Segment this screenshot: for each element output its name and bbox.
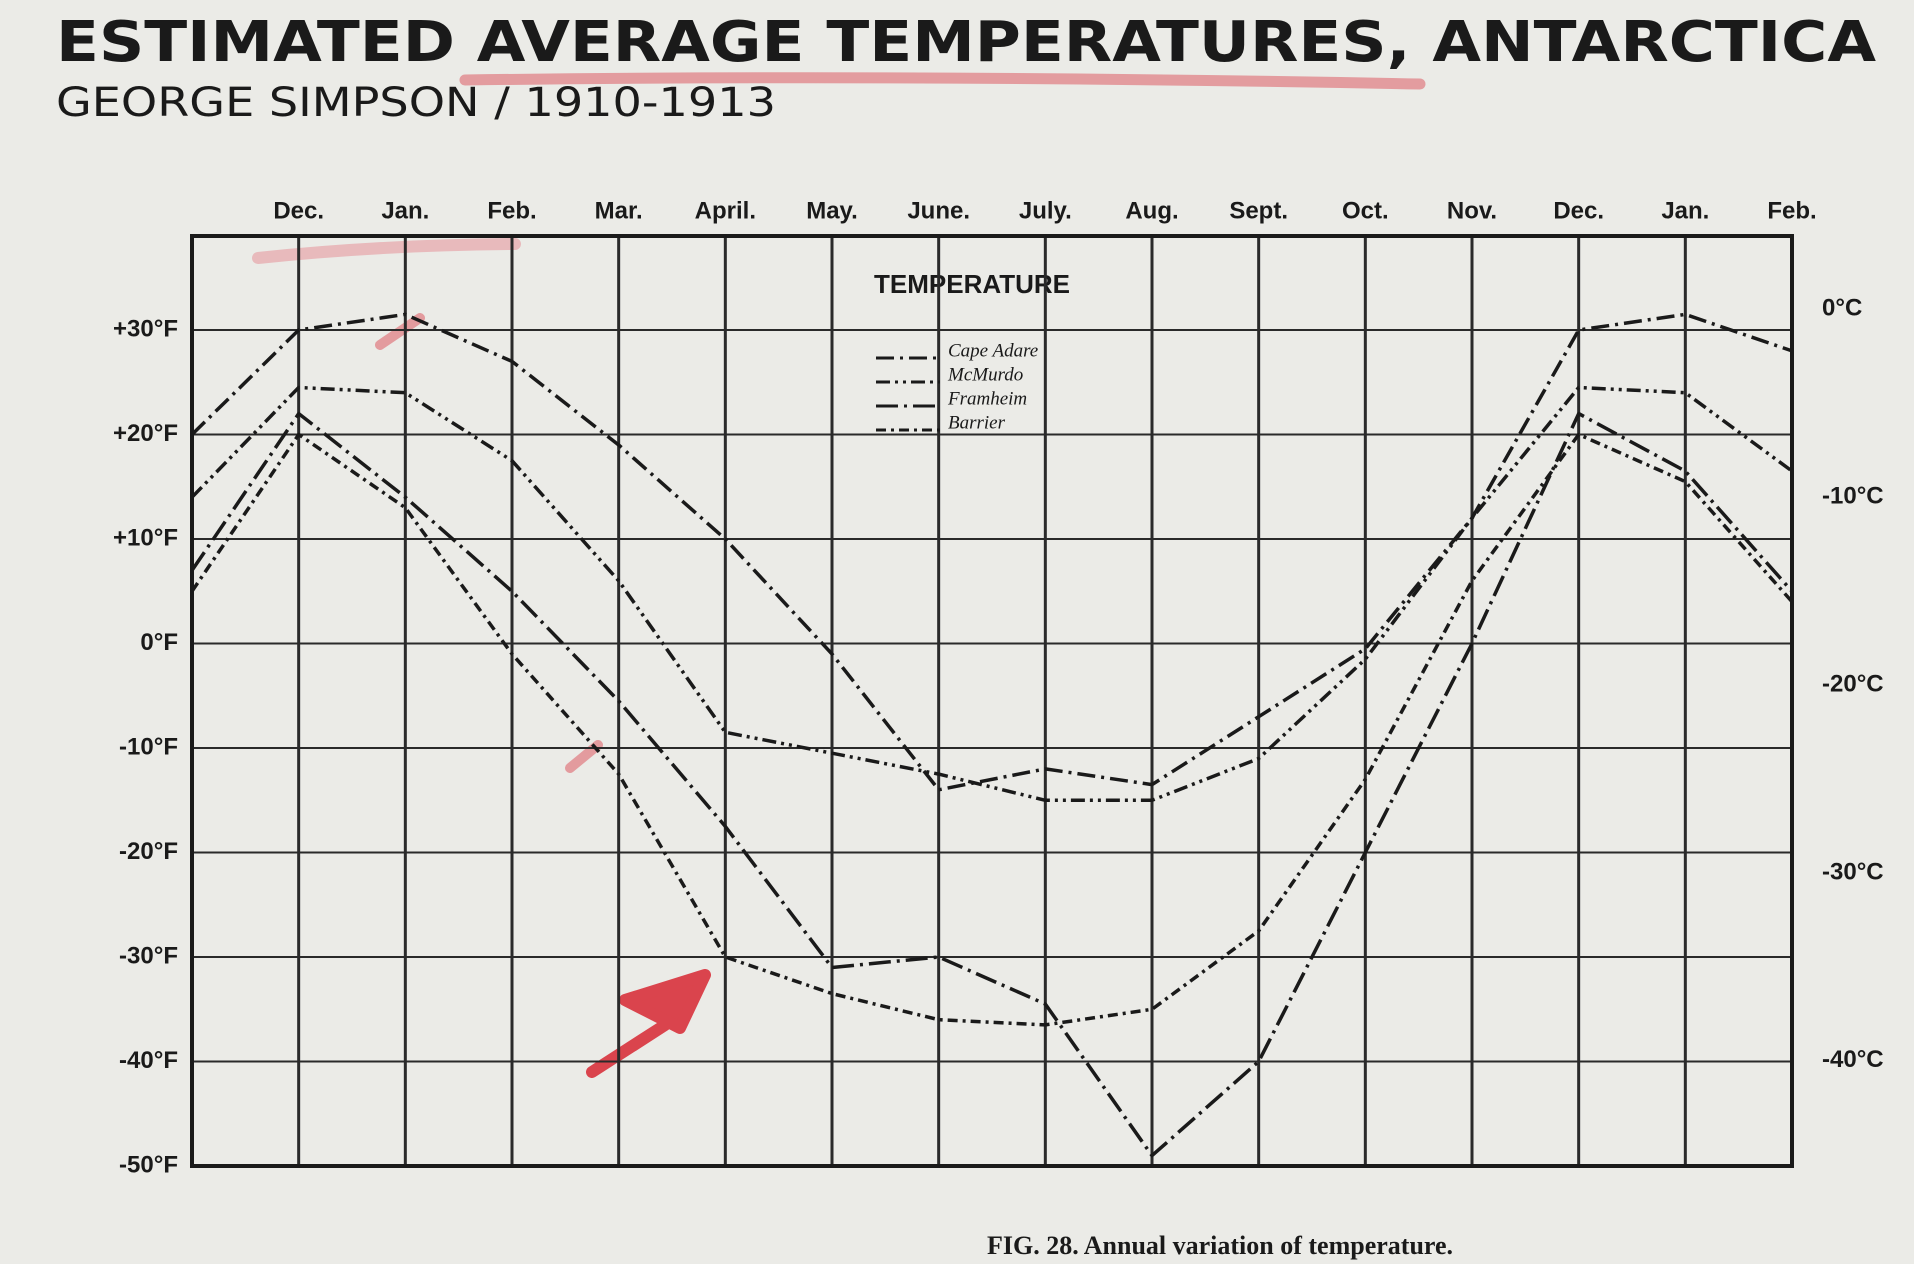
x-tick-label: Dec.: [1553, 197, 1604, 224]
y-tick-label: -40°F: [119, 1047, 178, 1074]
x-tick-label: Jan.: [1661, 197, 1709, 224]
y-tick-label: -10°F: [119, 733, 178, 760]
x-tick-label: Jan.: [381, 197, 429, 224]
legend-label: McMurdo: [947, 364, 1023, 385]
legend-label: Framheim: [947, 388, 1027, 409]
y-tick-label: 0°F: [140, 629, 178, 656]
legend-label: Barrier: [948, 412, 1006, 433]
x-tick-label: Sept.: [1229, 197, 1288, 224]
x-tick-label: May.: [806, 197, 858, 224]
title: ESTIMATED AVERAGE TEMPERATURES, ANTARCTI…: [56, 10, 1877, 75]
caption: FIG. 28. Annual variation of temperature…: [987, 1231, 1453, 1260]
y-tick-label: +20°F: [113, 420, 178, 447]
highlight-stroke: [375, 313, 425, 350]
y-tick-label: -30°F: [119, 942, 178, 969]
y-tick-label: -20°F: [119, 838, 178, 865]
x-tick-label: Feb.: [487, 197, 536, 224]
y2-tick-label: -40°C: [1822, 1046, 1884, 1073]
x-tick-label: April.: [695, 197, 756, 224]
x-tick-label: July.: [1019, 197, 1072, 224]
x-tick-label: Oct.: [1342, 197, 1389, 224]
x-tick-label: Dec.: [273, 197, 324, 224]
series-line: [190, 385, 1794, 803]
subtitle: GEORGE SIMPSON / 1910-1913: [56, 80, 776, 126]
x-tick-label: Nov.: [1447, 197, 1497, 224]
x-tick-label: June.: [907, 197, 970, 224]
highlight-arrow: [586, 969, 711, 1078]
y2-tick-label: -10°C: [1822, 482, 1884, 509]
series-line: [190, 312, 1793, 792]
x-tick-label: Aug.: [1125, 197, 1178, 224]
y2-tick-label: -30°C: [1822, 858, 1884, 885]
y-tick-label: +10°F: [113, 524, 178, 551]
y-tick-label: -50°F: [119, 1151, 178, 1178]
highlight-stroke: [459, 72, 1426, 90]
x-tick-label: Mar.: [595, 197, 643, 224]
legend-label: Cape Adare: [948, 340, 1038, 361]
plot-title: TEMPERATURE: [874, 269, 1070, 299]
highlight-stroke: [252, 238, 521, 264]
plot-frame: [190, 234, 1794, 1168]
series-line: [190, 411, 1794, 1158]
y2-tick-label: -20°C: [1822, 670, 1884, 697]
y-tick-label: +30°F: [113, 315, 178, 342]
y2-tick-label: 0°C: [1822, 295, 1862, 322]
x-tick-label: Feb.: [1767, 197, 1816, 224]
